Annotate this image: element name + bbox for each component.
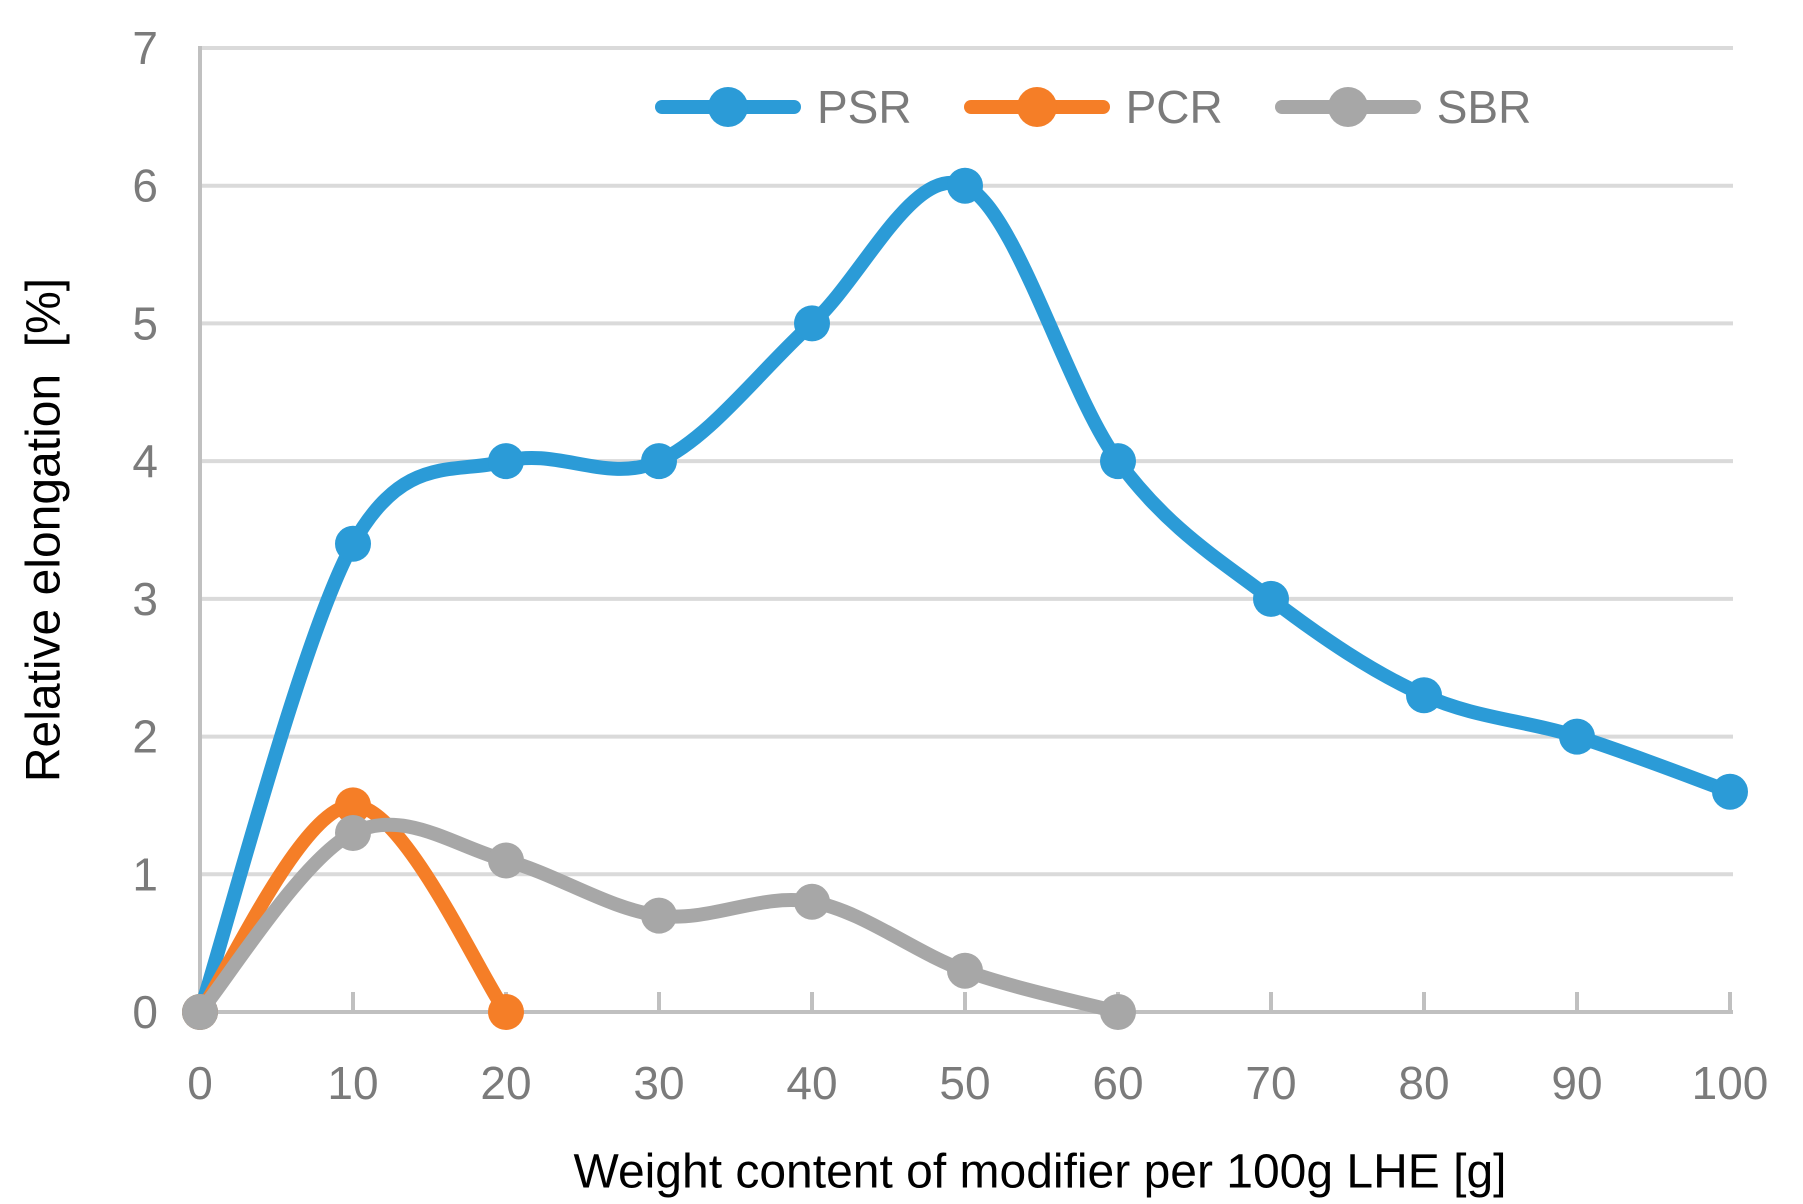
data-point-sbr-x50: [947, 952, 983, 989]
y-tick-label-6: 6: [132, 160, 158, 212]
data-point-psr-x70: [1253, 580, 1289, 617]
data-point-sbr-x0: [182, 994, 218, 1030]
data-point-pcr-x10: [335, 787, 371, 824]
legend-label-psr: PSR: [817, 81, 912, 133]
data-point-psr-x80: [1406, 677, 1442, 714]
y-tick-label-3: 3: [132, 573, 158, 625]
y-tick-label-1: 1: [132, 848, 158, 900]
x-tick-label-60: 60: [1092, 1057, 1143, 1109]
data-point-psr-x20: [488, 443, 524, 480]
legend-item-sbr: SBR: [1274, 81, 1532, 133]
y-tick-label-2: 2: [132, 711, 158, 763]
y-tick-label-5: 5: [132, 297, 158, 349]
legend-item-pcr: PCR: [963, 81, 1223, 133]
legend-marker-icon: [1016, 87, 1057, 127]
data-point-sbr-x20: [488, 842, 524, 879]
legend-label-pcr: PCR: [1125, 81, 1223, 133]
x-tick-label-30: 30: [633, 1057, 684, 1109]
x-tick-label-0: 0: [187, 1057, 213, 1109]
x-tick-label-50: 50: [939, 1057, 990, 1109]
x-tick-label-80: 80: [1398, 1057, 1449, 1109]
legend-line-marker-swatch: [963, 86, 1110, 128]
x-tick-label-10: 10: [327, 1057, 378, 1109]
data-point-sbr-x30: [641, 897, 677, 934]
data-point-sbr-x40: [794, 883, 830, 920]
data-point-sbr-x10: [335, 815, 371, 851]
y-tick-label-0: 0: [132, 986, 158, 1038]
y-tick-label-7: 7: [132, 22, 158, 74]
x-tick-label-70: 70: [1245, 1057, 1296, 1109]
data-point-psr-x50: [947, 167, 983, 204]
series-sbr: [182, 815, 1136, 1030]
x-tick-label-100: 100: [1692, 1057, 1769, 1109]
legend-line-marker-swatch: [1274, 86, 1421, 128]
data-point-sbr-x60: [1100, 994, 1136, 1030]
legend-label-sbr: SBR: [1436, 81, 1532, 133]
legend-marker-icon: [1327, 87, 1368, 127]
x-tick-label-90: 90: [1551, 1057, 1602, 1109]
legend: PSR PCR SBR: [655, 84, 1531, 130]
data-point-psr-x10: [335, 525, 371, 562]
data-point-psr-x60: [1100, 443, 1136, 480]
legend-marker-icon: [708, 87, 748, 127]
series-psr: [182, 167, 1748, 1030]
data-point-psr-x40: [794, 305, 830, 342]
data-point-psr-x90: [1559, 718, 1595, 755]
x-tick-label-40: 40: [786, 1057, 837, 1109]
x-axis-title: Weight content of modifier per 100g LHE …: [574, 1146, 1507, 1199]
data-point-psr-x100: [1712, 773, 1748, 810]
data-point-psr-x30: [641, 443, 677, 480]
x-tick-label-20: 20: [480, 1057, 531, 1109]
legend-item-psr: PSR: [655, 84, 912, 130]
data-point-pcr-x20: [488, 994, 524, 1030]
y-axis-title: Relative elongation [%]: [18, 278, 71, 782]
y-tick-label-4: 4: [132, 435, 158, 487]
legend-line-marker-swatch: [655, 86, 801, 128]
